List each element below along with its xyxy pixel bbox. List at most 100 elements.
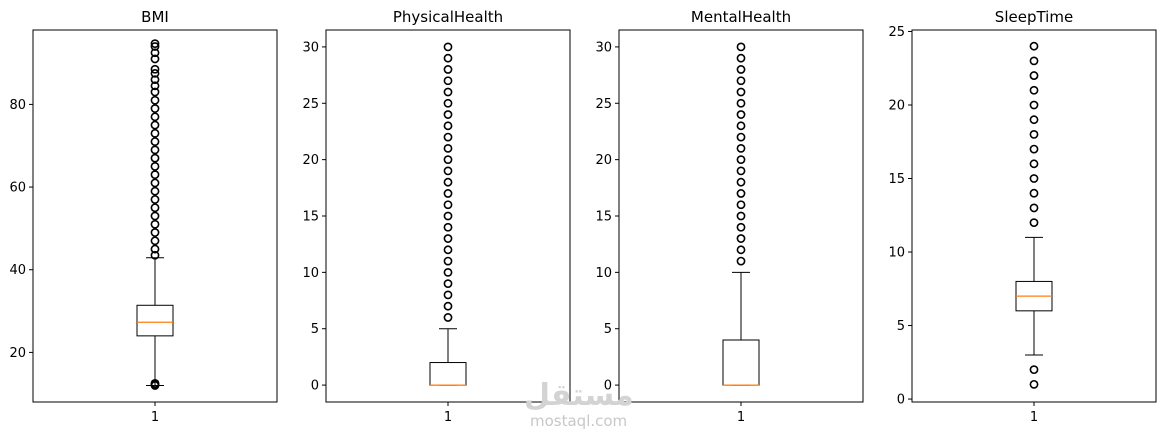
outlier-point (150, 137, 160, 146)
outlier-point (736, 121, 746, 131)
outlier-point (736, 234, 746, 243)
outlier-point (150, 104, 160, 113)
y-tick-label: 30 (595, 40, 612, 55)
outlier-point (736, 65, 746, 74)
outlier-point (150, 69, 160, 78)
y-tick-label: 20 (302, 153, 319, 168)
outlier-point (736, 53, 746, 63)
y-tick-label: 10 (302, 266, 319, 281)
axes-frame (618, 29, 864, 403)
outlier-point (736, 189, 746, 198)
outlier-point (443, 256, 453, 266)
outlier-point (443, 177, 453, 187)
outlier-point (150, 42, 160, 51)
outlier-point (736, 222, 746, 232)
outlier-point (150, 75, 160, 84)
outlier-point (1029, 144, 1039, 154)
outlier-point (736, 245, 746, 255)
outlier-point (443, 211, 453, 221)
y-tick-label: 10 (888, 246, 905, 261)
outlier-point (443, 234, 453, 243)
outlier-point (443, 267, 453, 277)
outlier-point (736, 155, 746, 165)
iqr-box (429, 362, 467, 386)
subplot-1: BMI 20 40 60 80 1 (9, 8, 278, 425)
subplot-2: PhysicalHealth 0 5 10 15 20 25 30 1 (302, 8, 571, 425)
outlier-point (736, 110, 746, 119)
outlier-point (443, 42, 453, 52)
y-tick-label: 5 (604, 322, 612, 337)
outlier-point (150, 87, 160, 97)
y-tick-label: 20 (595, 153, 612, 168)
outlier-point (736, 87, 746, 97)
outlier-point (1029, 41, 1039, 51)
outlier-point (443, 245, 453, 255)
outlier-point (443, 301, 453, 311)
outlier-point (443, 279, 453, 289)
outlier-point (736, 132, 746, 142)
outlier-point (736, 166, 746, 176)
outlier-point (150, 236, 160, 246)
x-tick-label: 1 (151, 410, 159, 425)
outlier-point (150, 244, 160, 254)
outlier-point (150, 250, 160, 260)
outlier-point (150, 178, 160, 188)
outlier-point (150, 203, 160, 213)
outlier-point (150, 48, 160, 58)
outlier-point (443, 290, 453, 300)
outlier-point (150, 120, 160, 130)
outlier-point (1029, 159, 1039, 169)
outlier-point (443, 65, 453, 74)
y-tick-label: 0 (311, 379, 319, 394)
outlier-point (443, 132, 453, 142)
outlier-point (1029, 365, 1039, 375)
y-tick-label: 15 (302, 210, 319, 225)
subplot-title: SleepTime (995, 8, 1073, 26)
outlier-point (443, 87, 453, 97)
outlier-point (1029, 203, 1039, 213)
axes-frame (32, 29, 278, 403)
y-tick-label: 5 (897, 319, 905, 334)
outlier-point (150, 112, 160, 122)
x-tick-label: 1 (444, 410, 452, 425)
outlier-point (150, 39, 160, 49)
outlier-point (150, 195, 160, 204)
outlier-point (150, 186, 160, 196)
y-tick-label: 0 (897, 393, 905, 408)
outlier-point (150, 153, 160, 163)
y-tick-label: 15 (888, 172, 905, 187)
outlier-point (1029, 100, 1039, 110)
outlier-point (150, 95, 160, 105)
outlier-point (150, 211, 160, 221)
watermark-url: mostaql.com (530, 412, 628, 430)
outlier-point (150, 145, 160, 155)
outlier-point (443, 76, 453, 86)
outlier-point (150, 219, 160, 229)
outlier-point (443, 53, 453, 63)
subplot-title: MentalHealth (691, 8, 791, 26)
watermark-logo: مستقل (524, 378, 634, 413)
outlier-point (736, 211, 746, 221)
axes-frame (325, 29, 571, 403)
outlier-point (443, 222, 453, 232)
y-tick-label: 40 (9, 263, 26, 278)
outlier-point (150, 170, 160, 180)
outlier-point (736, 98, 746, 108)
outlier-point (443, 143, 453, 153)
outlier-point (1029, 218, 1039, 228)
outlier-point (1029, 71, 1039, 80)
axes-frame (911, 29, 1157, 403)
y-tick-label: 80 (9, 98, 26, 113)
y-tick-label: 25 (302, 97, 319, 112)
outlier-point (1029, 188, 1039, 198)
outlier-point (1029, 129, 1039, 139)
outlier-point (150, 64, 160, 74)
outlier-point (736, 143, 746, 153)
outlier-point (443, 110, 453, 119)
outlier-point (443, 155, 453, 165)
outlier-point (443, 121, 453, 131)
outlier-point (736, 42, 746, 52)
y-tick-label: 25 (888, 25, 905, 40)
outlier-point (150, 378, 160, 388)
